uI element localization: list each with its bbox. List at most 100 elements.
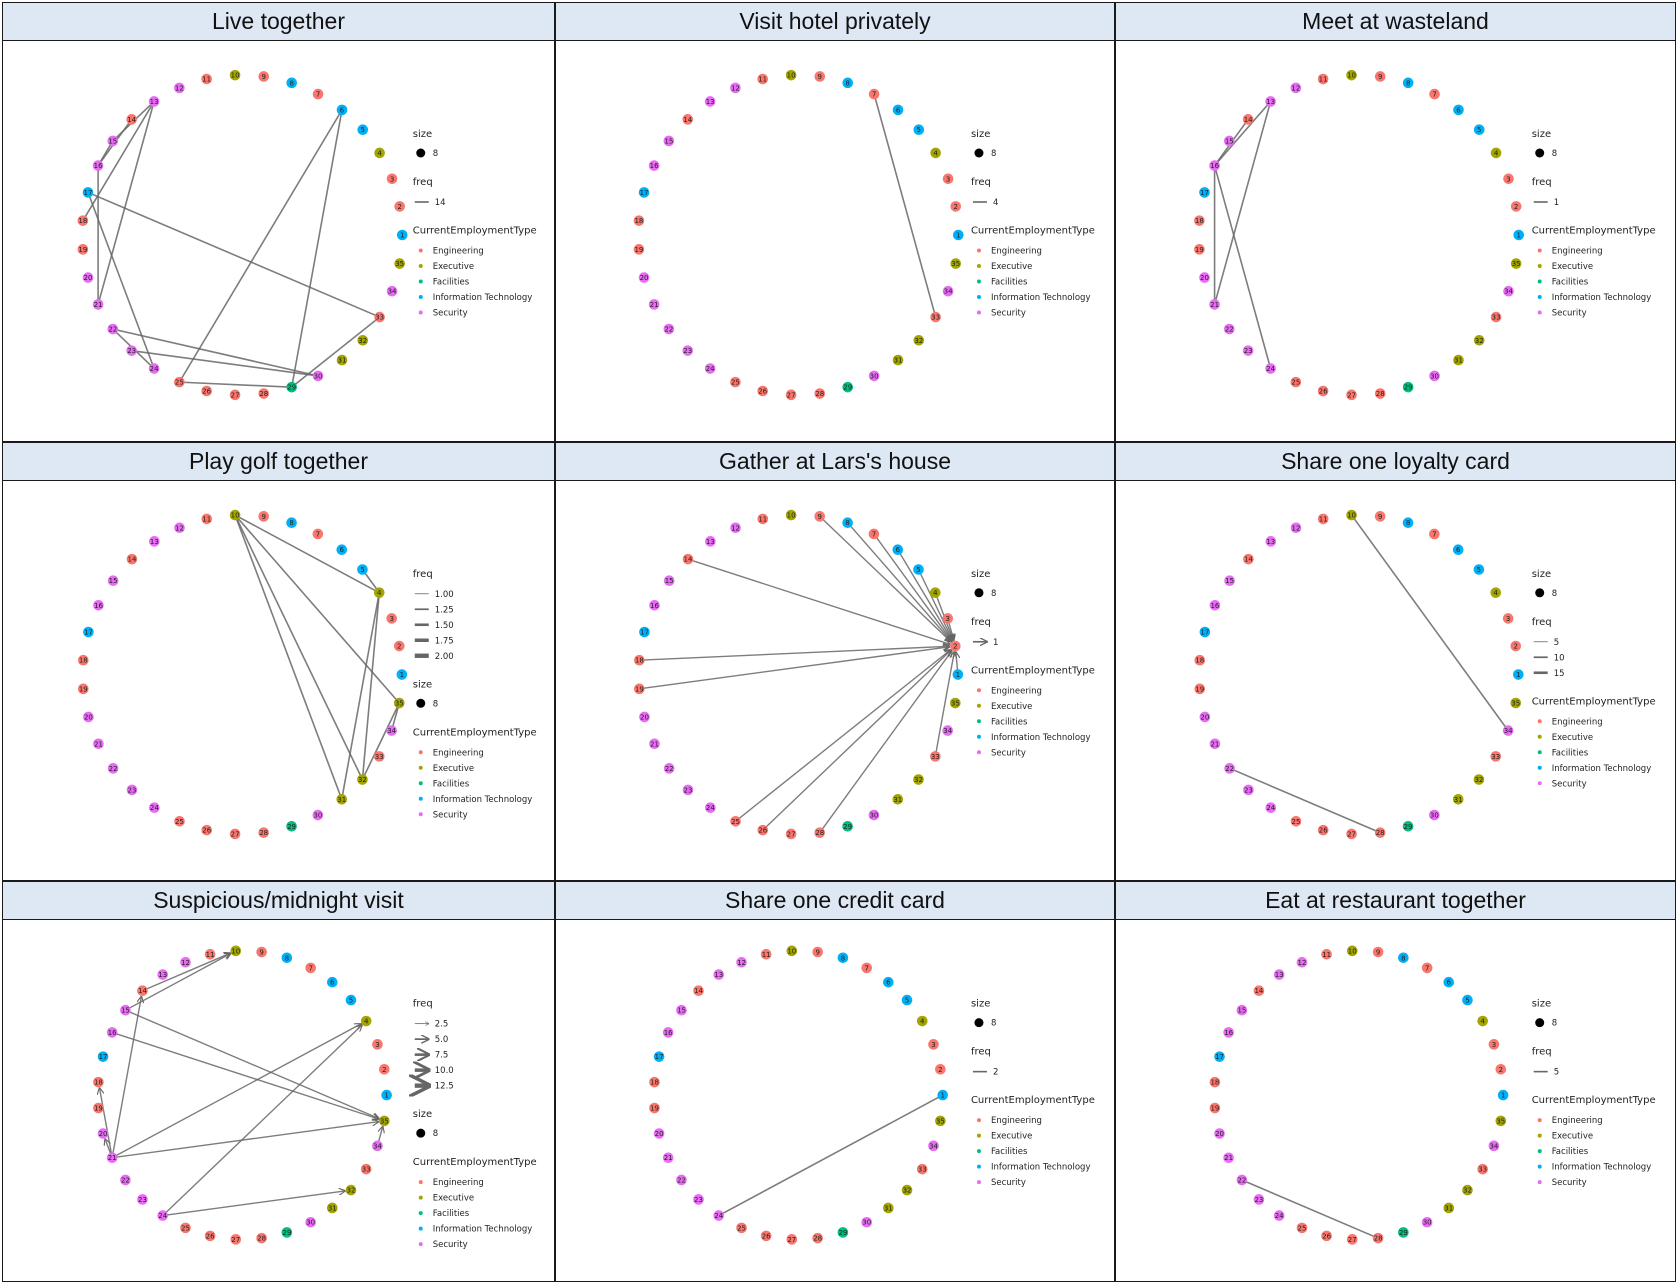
legend-category: Security	[1552, 309, 1587, 319]
svg-text:3: 3	[945, 615, 949, 623]
svg-text:18: 18	[634, 217, 643, 225]
legend-size-title: size	[1532, 999, 1551, 1010]
svg-text:13: 13	[714, 971, 723, 979]
svg-text:8: 8	[991, 149, 996, 159]
node-29: 29	[286, 381, 297, 393]
svg-text:32: 32	[914, 337, 923, 345]
node-9: 9	[1374, 511, 1386, 522]
svg-text:5: 5	[1465, 997, 1469, 1005]
svg-text:10: 10	[1348, 947, 1357, 955]
svg-text:9: 9	[261, 73, 265, 81]
panel-8: Share one credit card 1 2 3 4 5 6 7 8 9 10 11 12 13 14…	[555, 881, 1115, 1282]
node-20: 20	[83, 711, 94, 723]
edge-29-33	[291, 316, 381, 388]
node-21: 21	[649, 738, 660, 750]
svg-text:8: 8	[841, 954, 845, 962]
legend-category: Engineering	[1552, 1116, 1603, 1126]
svg-text:18: 18	[1195, 217, 1204, 225]
svg-text:13: 13	[150, 98, 159, 106]
svg-text:30: 30	[1423, 1219, 1432, 1227]
node-2: 2	[1510, 201, 1522, 212]
svg-text:25: 25	[1291, 379, 1300, 387]
svg-text:18: 18	[1195, 657, 1204, 665]
node-4: 4	[1490, 147, 1502, 159]
svg-text:24: 24	[150, 365, 159, 373]
node-13: 13	[704, 96, 716, 107]
svg-text:17: 17	[640, 629, 649, 637]
node-18: 18	[633, 215, 645, 226]
legend-category: Security	[991, 1178, 1026, 1188]
svg-text:19: 19	[79, 685, 88, 693]
svg-text:33: 33	[375, 314, 384, 322]
node-33: 33	[1490, 751, 1502, 762]
edge-13-21	[1213, 101, 1272, 305]
svg-text:22: 22	[121, 1176, 130, 1184]
node-17: 17	[83, 626, 94, 638]
svg-text:6: 6	[886, 979, 891, 987]
edge-21-18	[100, 1088, 113, 1158]
node-7: 7	[312, 88, 324, 100]
svg-text:33: 33	[918, 1166, 927, 1174]
svg-text:13: 13	[706, 98, 715, 106]
node-24: 24	[705, 802, 716, 814]
legend-category: Security	[1552, 1178, 1587, 1188]
legend-category: Facilities	[1552, 1147, 1589, 1157]
node-26: 26	[1321, 1230, 1332, 1242]
node-5: 5	[901, 994, 913, 1006]
svg-text:4: 4	[933, 589, 938, 597]
svg-text:3: 3	[1492, 1041, 1496, 1049]
node-12: 12	[174, 82, 185, 94]
node-30: 30	[312, 809, 324, 821]
legend-category: Facilities	[991, 1147, 1028, 1157]
node-26: 26	[1317, 824, 1329, 836]
svg-text:31: 31	[328, 1204, 337, 1212]
edge-21-35	[112, 1122, 378, 1159]
edge-28-2	[819, 651, 952, 834]
node-25: 25	[736, 1222, 747, 1234]
svg-text:9: 9	[1378, 513, 1382, 521]
svg-text:33: 33	[931, 314, 940, 322]
node-10: 10	[230, 945, 242, 957]
edge-22-28	[1229, 767, 1381, 834]
node-7: 7	[305, 962, 316, 974]
svg-text:6: 6	[1456, 106, 1461, 114]
node-13: 13	[157, 969, 169, 980]
svg-text:7: 7	[872, 530, 876, 538]
node-29: 29	[286, 821, 297, 832]
svg-text:10: 10	[1347, 72, 1356, 80]
svg-text:29: 29	[843, 823, 852, 831]
node-32: 32	[1473, 774, 1485, 785]
node-29: 29	[281, 1227, 293, 1238]
node-13: 13	[705, 536, 716, 547]
svg-text:26: 26	[758, 827, 767, 835]
node-34: 34	[1488, 1140, 1500, 1152]
svg-text:16: 16	[108, 1029, 117, 1037]
node-26: 26	[201, 385, 212, 397]
legend-category: Engineering	[991, 1116, 1042, 1126]
svg-text:8: 8	[1406, 519, 1410, 527]
node-27: 27	[1346, 389, 1357, 401]
node-28: 28	[1374, 388, 1386, 399]
node-10: 10	[1346, 945, 1358, 957]
svg-text:34: 34	[1489, 1142, 1498, 1150]
svg-text:4: 4	[920, 1018, 925, 1026]
node-32: 32	[357, 774, 368, 785]
svg-text:6: 6	[340, 106, 345, 114]
legend-category: Executive	[433, 262, 474, 272]
svg-text:16: 16	[94, 162, 103, 170]
svg-text:8: 8	[289, 519, 293, 527]
panel-1: Live together 1 2 3 4 5 6 7 8 9 10 11 12 13 14 15 16 17 18…	[2, 2, 555, 442]
node-4: 4	[360, 1015, 372, 1027]
node-11: 11	[201, 73, 212, 85]
node-14: 14	[1243, 553, 1254, 565]
svg-text:1: 1	[1501, 1092, 1505, 1100]
node-25: 25	[174, 815, 185, 827]
node-23: 23	[137, 1194, 148, 1205]
node-35: 35	[394, 258, 405, 269]
svg-text:19: 19	[635, 685, 644, 693]
nodes: 1234567891011121314151617181920212223242…	[649, 945, 948, 1245]
legend-freq-value: 2	[993, 1068, 998, 1078]
svg-text:9: 9	[1376, 948, 1380, 956]
nodes: 1234567891011121314151617181920212223242…	[633, 69, 964, 401]
node-34: 34	[1503, 285, 1514, 297]
